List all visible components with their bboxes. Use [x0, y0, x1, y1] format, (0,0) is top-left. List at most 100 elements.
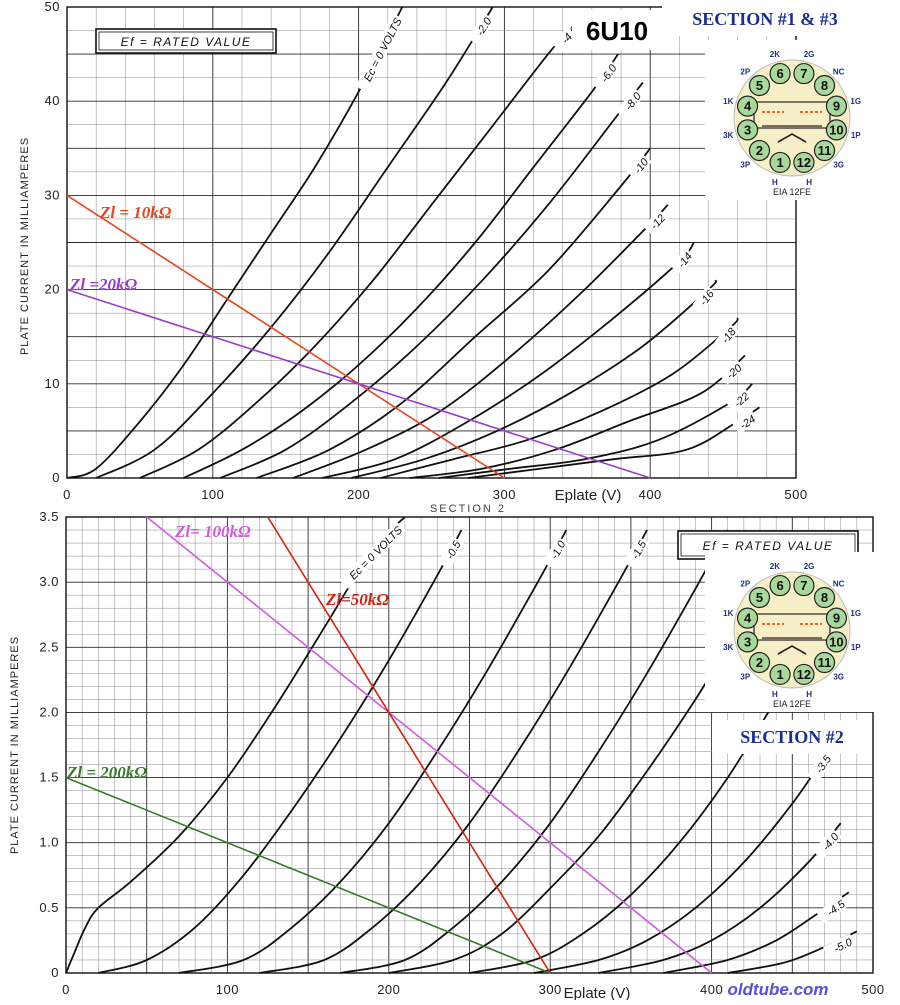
socket-pin: 1	[769, 663, 791, 686]
load-line	[146, 516, 713, 974]
y-tick-label: 50	[45, 0, 60, 14]
pin-circle	[736, 119, 759, 141]
socket-pin: 12	[793, 663, 815, 686]
socket-pin: 9	[825, 607, 848, 629]
pin-function-label: 3P	[740, 673, 750, 682]
pin-number: 4	[744, 99, 752, 114]
x-tick-label: 0	[62, 982, 70, 997]
pin-number: 10	[829, 122, 843, 137]
bottom-y-axis-label: PLATE CURRENT IN MILLIAMPERES	[9, 636, 21, 854]
x-tick-label: 100	[216, 982, 239, 997]
y-tick-label: 20	[45, 282, 60, 297]
load-line	[65, 776, 551, 974]
socket-pin: 1	[769, 151, 791, 174]
pin-function-label: H	[806, 690, 812, 699]
load-line-label: Zl=50kΩ	[325, 590, 389, 609]
socket-pin: 7	[793, 574, 815, 597]
socket-pin: 4	[736, 95, 759, 117]
socket-caption: EIA 12FE	[773, 699, 811, 709]
pin-number: 1	[776, 155, 783, 170]
y-tick-label: 1.5	[39, 770, 59, 785]
ef-note-top: Ef = RATED VALUE	[95, 28, 277, 54]
curve-label-bg	[726, 387, 753, 413]
y-tick-label: 2.5	[39, 639, 59, 654]
y-tick-label: 1.0	[39, 835, 59, 850]
pin-circle	[736, 607, 759, 629]
y-tick-label: 40	[45, 93, 60, 108]
y-tick-label: 0.5	[39, 900, 59, 915]
pin-number: 12	[797, 667, 811, 682]
pin-number: 7	[800, 66, 807, 81]
curve-label-bg	[816, 895, 849, 924]
tube-electrodes	[753, 613, 831, 641]
pin-circle	[793, 663, 815, 686]
plot-frame	[66, 6, 797, 479]
grid-voltage-curve	[98, 529, 463, 974]
load-line-label: Zl = 200kΩ	[66, 763, 147, 782]
pin-function-label: 3G	[833, 161, 844, 170]
heater-element	[777, 133, 807, 143]
x-tick-label: 100	[201, 487, 224, 502]
pin-circle	[813, 139, 836, 162]
grid-voltage-curve	[183, 53, 619, 479]
grid-voltage-curve	[409, 354, 746, 479]
grid-voltage-curve	[95, 6, 494, 479]
y-tick-label: 10	[45, 376, 60, 391]
ef-note-text: Ef = RATED VALUE	[121, 35, 252, 49]
pin-circle	[769, 663, 791, 686]
y-tick-label: 0	[52, 470, 60, 485]
pin-number: 7	[800, 578, 807, 593]
x-tick-label: 300	[539, 982, 562, 997]
curve-label-bg	[592, 59, 620, 92]
heater-element	[777, 645, 807, 655]
curve-label-bg	[714, 323, 740, 350]
grid-voltage-curve	[178, 529, 568, 974]
curve-label-bg	[467, 13, 495, 46]
x-tick-label: 500	[784, 487, 807, 502]
load-line-label: Zl= 100kΩ	[174, 522, 251, 541]
x-tick-label: 200	[377, 982, 400, 997]
socket-pin: 2	[748, 651, 771, 674]
pin-function-label: 2G	[804, 562, 815, 571]
pin-circle	[825, 607, 848, 629]
pin-circle	[793, 151, 815, 174]
socket-pin: 5	[748, 74, 771, 97]
pin-circle	[769, 62, 791, 85]
socket-pin: 6	[769, 574, 791, 597]
grid-voltage-curve	[219, 81, 644, 479]
curve-label-bg	[643, 209, 669, 236]
grid-voltage-curve	[139, 15, 581, 479]
grid-voltage-curve	[66, 6, 404, 479]
watermark: oldtube.com	[727, 980, 828, 999]
load-line-label: Zl = 10kΩ	[99, 203, 172, 222]
curve-label-bg	[627, 153, 652, 181]
pin-function-label: 2P	[740, 67, 750, 76]
grid-voltage-curve	[533, 744, 834, 974]
pin-number: 10	[829, 634, 843, 649]
top-chart-ticks: 0 100 200 300 400 500 0 10 20 30 40 50	[45, 0, 808, 502]
ef-note-text: Ef = RATED VALUE	[703, 539, 834, 553]
socket-pin: 11	[813, 139, 836, 162]
socket-pin: 3	[736, 631, 759, 653]
tube-name: 6U10	[586, 16, 648, 46]
pin-number: 11	[818, 655, 832, 670]
socket-base	[733, 571, 851, 689]
grid-voltage-curve	[598, 822, 842, 974]
socket-caption: EIA 12FE	[773, 187, 811, 197]
curve-label-bg	[719, 359, 746, 385]
pin-number: 11	[818, 143, 832, 158]
pin-function-label: 2K	[770, 50, 780, 59]
curve-label-bg	[812, 828, 843, 860]
x-tick-label: 200	[347, 487, 370, 502]
x-tick-label: 500	[861, 982, 884, 997]
x-tick-label: 300	[493, 487, 516, 502]
bottom-chart-ticks: 0 100 200 300 400 500 0 0.5 1.0 1.5 2.0 2.5 3.0 3.5	[39, 509, 884, 997]
pin-circle	[825, 119, 848, 141]
curve-label-bg	[823, 933, 856, 959]
pin-function-label: 1K	[723, 97, 733, 106]
pin-function-label: H	[806, 178, 812, 187]
curve-label-bg	[355, 13, 405, 93]
